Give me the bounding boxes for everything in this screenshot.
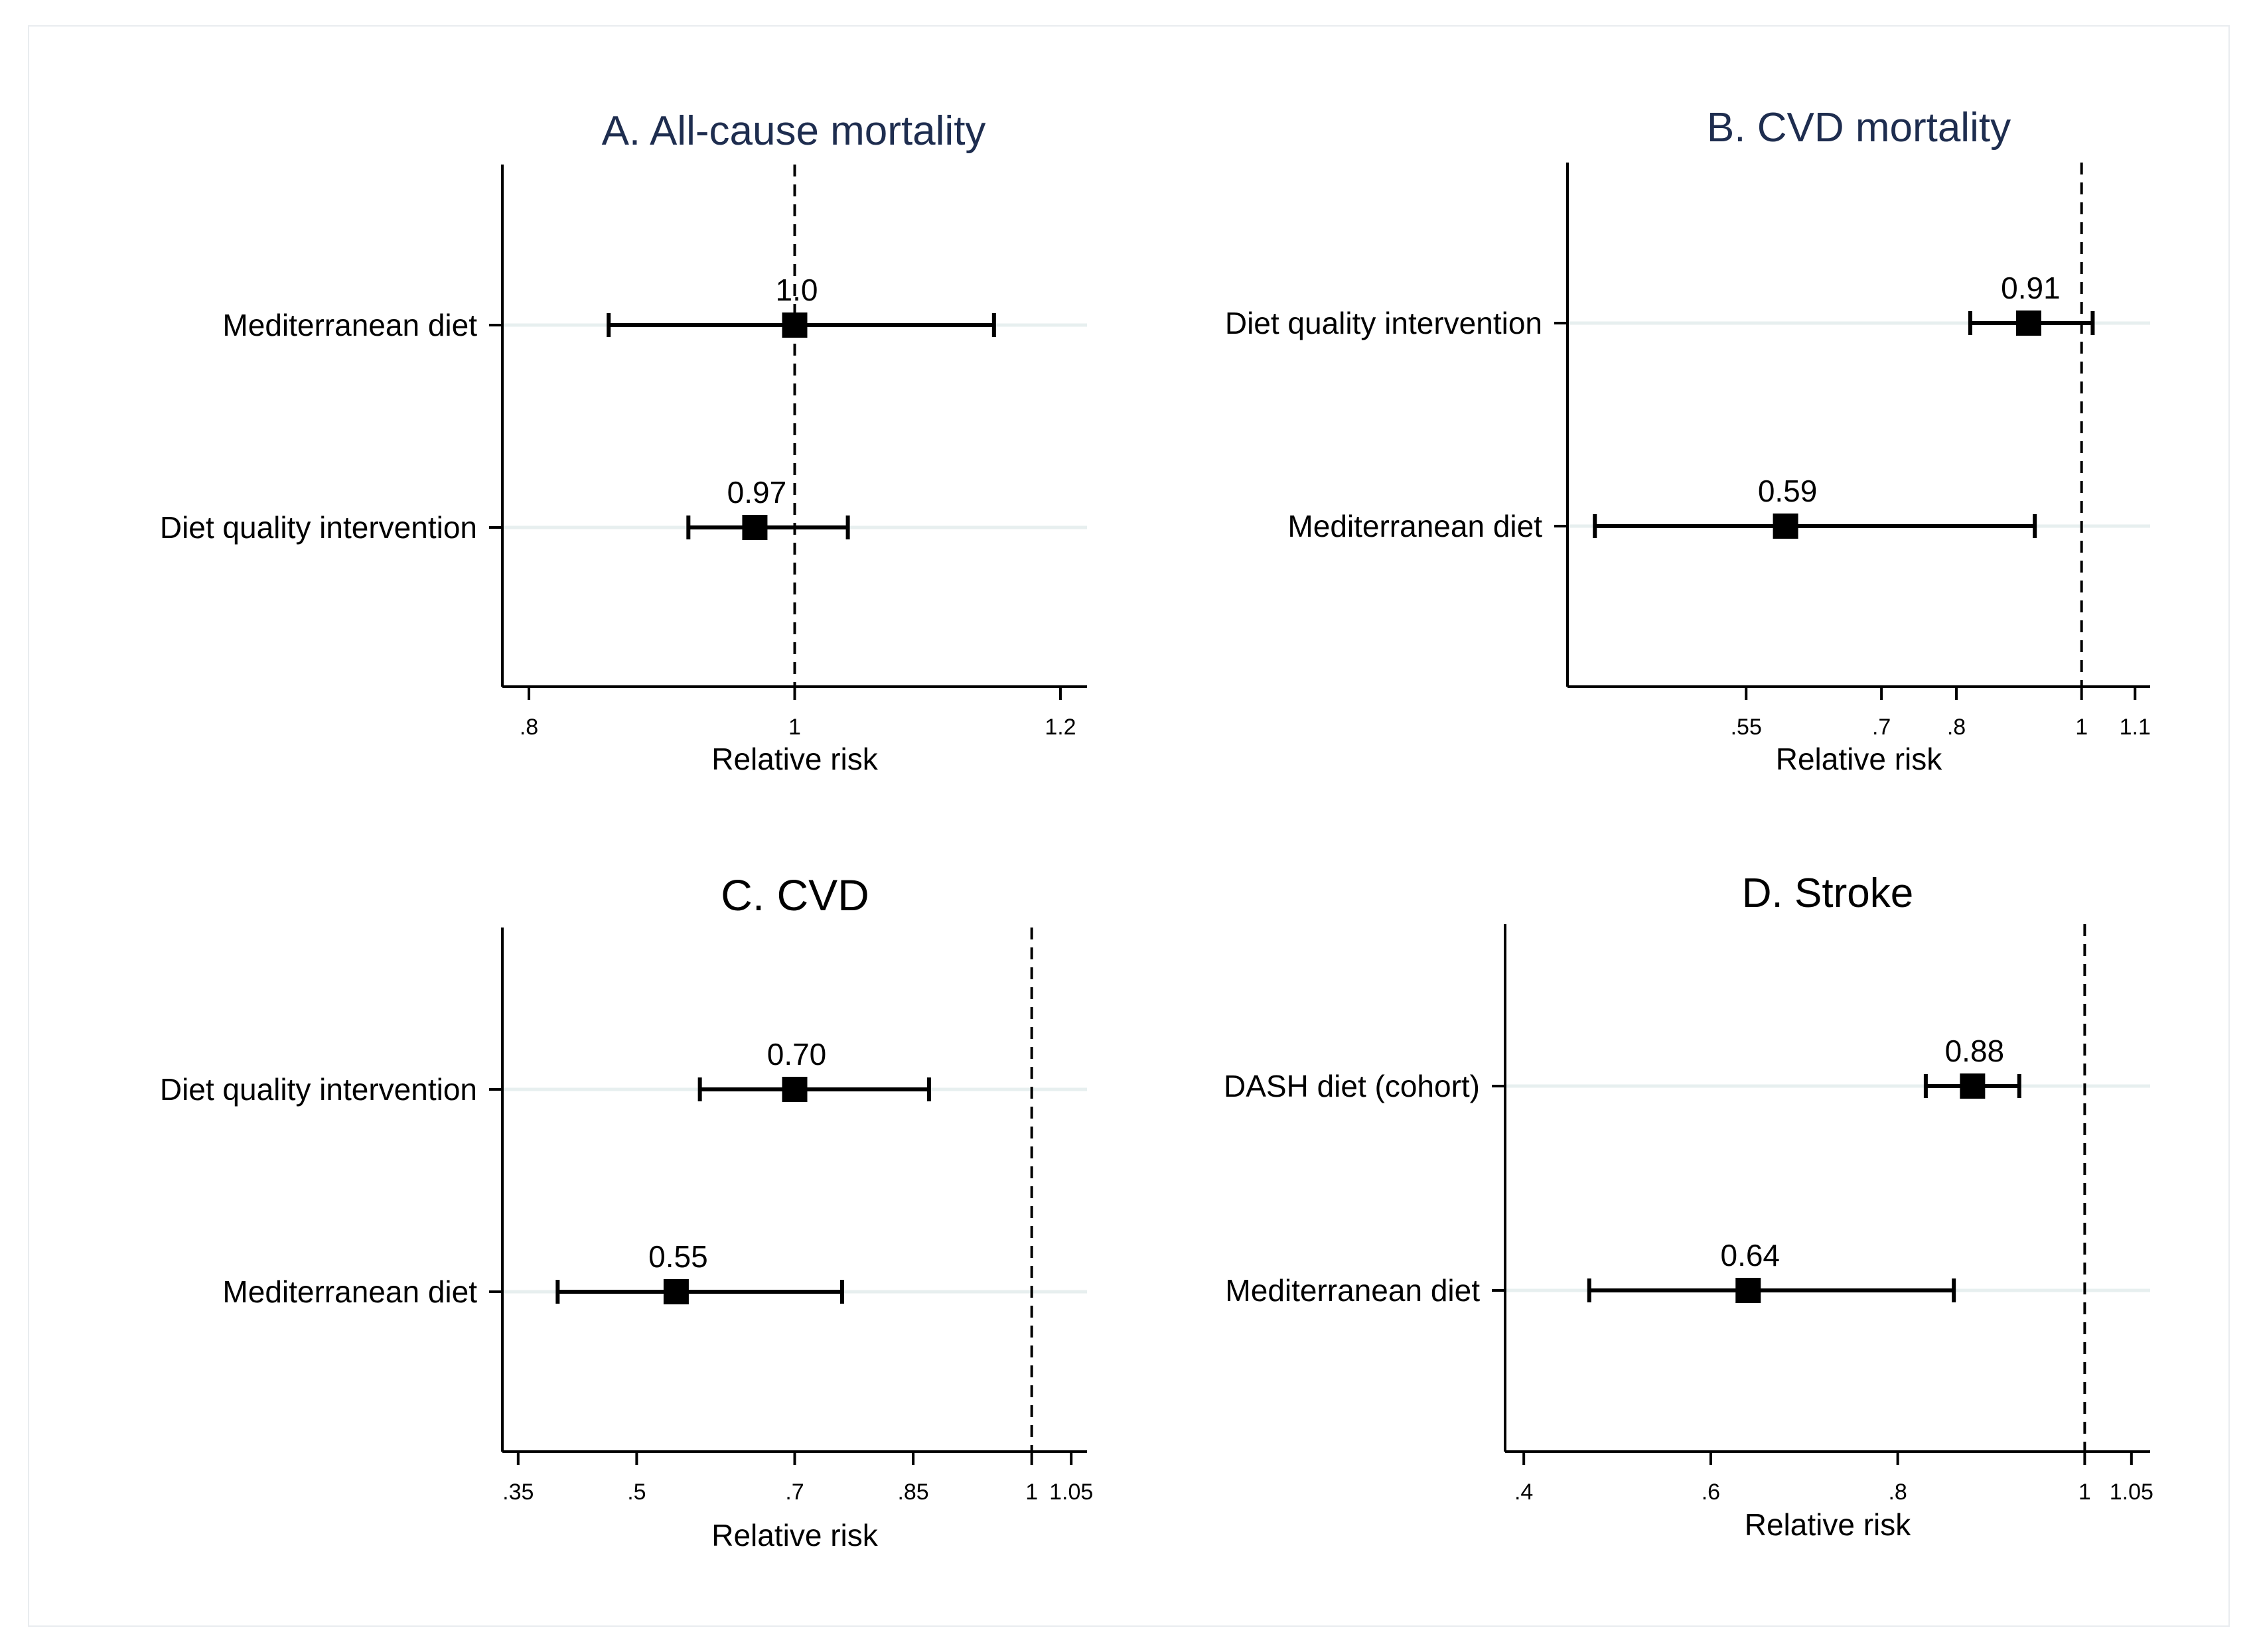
x-tick-label: .5	[627, 1480, 646, 1505]
x-tick-label: .8	[520, 715, 538, 740]
x-tick-label: 1.05	[2110, 1480, 2153, 1505]
x-tick-label: .6	[1702, 1480, 1720, 1505]
panel-title: D. Stroke	[1742, 870, 1913, 916]
y-category-label: Mediterranean diet	[1225, 1273, 1480, 1308]
y-category-label: DASH diet (cohort)	[1224, 1069, 1480, 1103]
x-tick-label: 1	[788, 715, 801, 740]
x-tick-label: 1	[1025, 1480, 1038, 1505]
x-tick-label: 1	[2075, 715, 2088, 740]
point-value-label: 0.64	[1720, 1238, 1780, 1273]
point-estimate-marker	[782, 312, 808, 338]
x-axis-label: Relative risk	[711, 742, 879, 776]
point-estimate-marker	[663, 1279, 689, 1304]
point-value-label: 0.91	[2001, 271, 2061, 305]
point-estimate-marker	[1735, 1278, 1761, 1303]
point-estimate-marker	[782, 1077, 808, 1102]
x-axis-label: Relative risk	[1745, 1507, 1912, 1542]
x-tick-label: .7	[785, 1480, 804, 1505]
point-estimate-marker	[1960, 1073, 1986, 1099]
x-tick-label: .8	[1888, 1480, 1907, 1505]
x-tick-label: 1.05	[1049, 1480, 1093, 1505]
x-tick-label: 1	[2078, 1480, 2091, 1505]
panel-title: C. CVD	[721, 870, 869, 920]
point-value-label: 1.0	[776, 273, 818, 307]
panel-title: B. CVD mortality	[1707, 105, 2011, 151]
point-estimate-marker	[2015, 310, 2041, 336]
y-category-label: Mediterranean diet	[222, 1274, 477, 1309]
point-value-label: 0.55	[648, 1239, 708, 1274]
y-category-label: Mediterranean diet	[1287, 509, 1542, 543]
x-tick-label: .55	[1731, 715, 1762, 740]
y-category-label: Mediterranean diet	[222, 308, 477, 342]
x-axis-label: Relative risk	[1776, 742, 1943, 776]
point-value-label: 0.97	[727, 475, 787, 510]
x-tick-label: .4	[1514, 1480, 1533, 1505]
x-tick-label: 1.1	[2120, 715, 2151, 740]
x-tick-label: .85	[897, 1480, 928, 1505]
y-category-label: Diet quality intervention	[160, 510, 477, 545]
point-estimate-marker	[1773, 514, 1798, 539]
x-tick-label: .7	[1872, 715, 1891, 740]
point-value-label: 0.59	[1758, 474, 1818, 508]
x-tick-label: .35	[502, 1480, 534, 1505]
figure-frame	[28, 25, 2230, 1627]
point-value-label: 0.88	[1945, 1034, 2005, 1068]
x-axis-label: Relative risk	[711, 1518, 879, 1552]
y-category-label: Diet quality intervention	[1225, 306, 1542, 340]
point-estimate-marker	[742, 515, 768, 540]
panel-title: A. All-cause mortality	[602, 108, 986, 154]
point-value-label: 0.70	[767, 1037, 827, 1071]
x-tick-label: 1.2	[1045, 715, 1076, 740]
y-category-label: Diet quality intervention	[160, 1072, 477, 1107]
x-tick-label: .8	[1947, 715, 1966, 740]
